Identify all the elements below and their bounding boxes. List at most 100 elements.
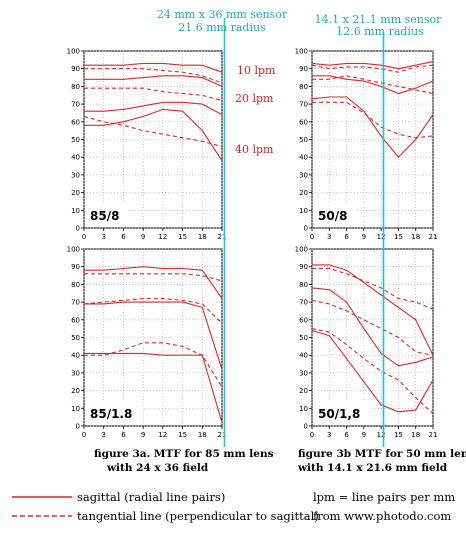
x-tick-label: 6 xyxy=(344,233,349,241)
series-sagittal-line xyxy=(311,287,434,367)
y-tick-label: 50 xyxy=(299,334,308,342)
x-tick-label: 15 xyxy=(178,431,187,439)
y-tick-label: 50 xyxy=(71,136,80,144)
sensor-24x36-line1: 24 mm x 36 mm sensor xyxy=(157,8,288,21)
caption-3b-line1: figure 3b MTF for 50 mm lens xyxy=(298,448,466,460)
y-tick-label: 30 xyxy=(71,171,80,179)
x-tick-label: 18 xyxy=(411,233,420,241)
y-tick-label: 50 xyxy=(71,334,80,342)
x-tick-label: 9 xyxy=(141,431,145,439)
series-tangential-line xyxy=(84,273,223,282)
caption-3a-line1: figure 3a. MTF for 85 mm lens xyxy=(94,448,274,460)
x-tick-label: 6 xyxy=(344,431,349,439)
series-sagittal-line xyxy=(311,329,434,413)
legend-tangential-label: tangential line (perpendicular to sagitt… xyxy=(77,509,319,523)
x-tick-label: 6 xyxy=(121,431,126,439)
panel-50-8: 0 3 6 9 12 15 18 21 0 10 20 30 40 50 60 70 80 90 100 50/8 xyxy=(295,48,438,242)
lpm-label-20: 20 lpm xyxy=(235,92,274,105)
y-tick-label: 40 xyxy=(71,154,80,162)
y-tick-label: 0 xyxy=(76,225,80,233)
x-tick-label: 0 xyxy=(310,233,314,241)
y-tick-label: 40 xyxy=(299,154,308,162)
y-tick-label: 100 xyxy=(295,246,308,254)
x-tick-label: 6 xyxy=(121,233,126,241)
x-tick-label: 0 xyxy=(82,431,86,439)
x-tick-label: 3 xyxy=(101,233,105,241)
legend-lpm-definition: lpm = line pairs per mm xyxy=(313,490,455,504)
lens-label: 50/1,8 xyxy=(318,407,360,421)
y-tick-label: 0 xyxy=(304,423,308,431)
series-sagittal-line xyxy=(84,266,223,299)
y-tick-label: 10 xyxy=(71,207,80,215)
lpm-label-10: 10 lpm xyxy=(237,64,276,77)
y-tick-label: 30 xyxy=(299,171,308,179)
x-tick-label: 0 xyxy=(310,431,314,439)
y-tick-label: 60 xyxy=(71,316,80,324)
y-tick-label: 30 xyxy=(71,369,80,377)
x-tick-label: 12 xyxy=(377,233,386,241)
y-tick-label: 90 xyxy=(71,263,80,271)
y-tick-label: 10 xyxy=(71,405,80,413)
lens-label-box xyxy=(313,203,355,227)
y-tick-label: 90 xyxy=(71,65,80,73)
x-tick-label: 15 xyxy=(178,233,187,241)
x-tick-label: 15 xyxy=(394,431,403,439)
y-tick-label: 0 xyxy=(76,423,80,431)
series-sagittal-line xyxy=(84,108,223,162)
lpm-label-40: 40 lpm xyxy=(235,143,274,156)
sensor-14x21-line1: 14.1 x 21.1 mm sensor xyxy=(315,13,443,26)
y-tick-label: 70 xyxy=(71,101,80,109)
lens-label: 85/8 xyxy=(90,209,119,223)
lens-label: 50/8 xyxy=(318,209,347,223)
y-tick-label: 30 xyxy=(299,369,308,377)
series-sagittal-line xyxy=(312,264,434,356)
caption-3a-line2: with 24 x 36 field xyxy=(106,462,209,474)
x-tick-label: 3 xyxy=(327,233,331,241)
series-tangential-line xyxy=(84,342,223,388)
series-tangential-line xyxy=(312,101,434,139)
y-tick-label: 60 xyxy=(299,316,308,324)
sensor-24x36-line2: 21.6 mm radius xyxy=(178,21,266,34)
y-tick-label: 100 xyxy=(67,246,80,254)
y-tick-label: 80 xyxy=(71,281,80,289)
y-tick-label: 20 xyxy=(299,387,308,395)
series-tangential-line xyxy=(83,115,223,148)
series-tangential-line xyxy=(83,298,223,324)
lens-label: 85/1.8 xyxy=(90,407,132,421)
y-tick-label: 80 xyxy=(71,83,80,91)
x-tick-label: 3 xyxy=(101,431,105,439)
x-tick-label: 21 xyxy=(429,431,438,439)
series-sagittal-line xyxy=(84,62,223,73)
series-tangential-line xyxy=(84,87,223,102)
y-tick-label: 40 xyxy=(71,352,80,360)
y-tick-label: 90 xyxy=(299,65,308,73)
y-tick-label: 20 xyxy=(71,189,80,197)
x-tick-label: 21 xyxy=(218,431,227,439)
x-tick-label: 12 xyxy=(158,233,167,241)
x-tick-label: 18 xyxy=(198,431,207,439)
legend-sagittal-label: sagittal (radial line pairs) xyxy=(77,490,225,504)
y-tick-label: 60 xyxy=(71,118,80,126)
x-tick-label: 0 xyxy=(82,233,86,241)
caption-3b-line2: with 14.1 x 21.6 mm field xyxy=(297,462,448,474)
y-tick-label: 100 xyxy=(295,48,308,56)
y-tick-label: 40 xyxy=(299,352,308,360)
x-tick-label: 21 xyxy=(218,233,227,241)
series-sagittal-line xyxy=(312,75,434,95)
y-tick-label: 70 xyxy=(71,299,80,307)
series-sagittal-line xyxy=(311,96,434,159)
lens-label-box xyxy=(313,401,371,425)
series-sagittal-line xyxy=(84,301,223,370)
sensor-14x21-line2: 12.6 mm radius xyxy=(336,25,424,38)
series-tangential-line xyxy=(312,267,434,310)
legend-source: from www.photodo.com xyxy=(313,509,451,523)
series-sagittal-line xyxy=(84,101,223,116)
x-tick-label: 9 xyxy=(362,431,366,439)
series-tangential-line xyxy=(84,68,223,84)
x-tick-label: 12 xyxy=(158,431,167,439)
y-tick-label: 10 xyxy=(299,207,308,215)
series-sagittal-line xyxy=(311,61,434,70)
y-tick-label: 0 xyxy=(304,225,308,233)
x-tick-label: 12 xyxy=(377,431,386,439)
y-tick-label: 100 xyxy=(67,48,80,56)
